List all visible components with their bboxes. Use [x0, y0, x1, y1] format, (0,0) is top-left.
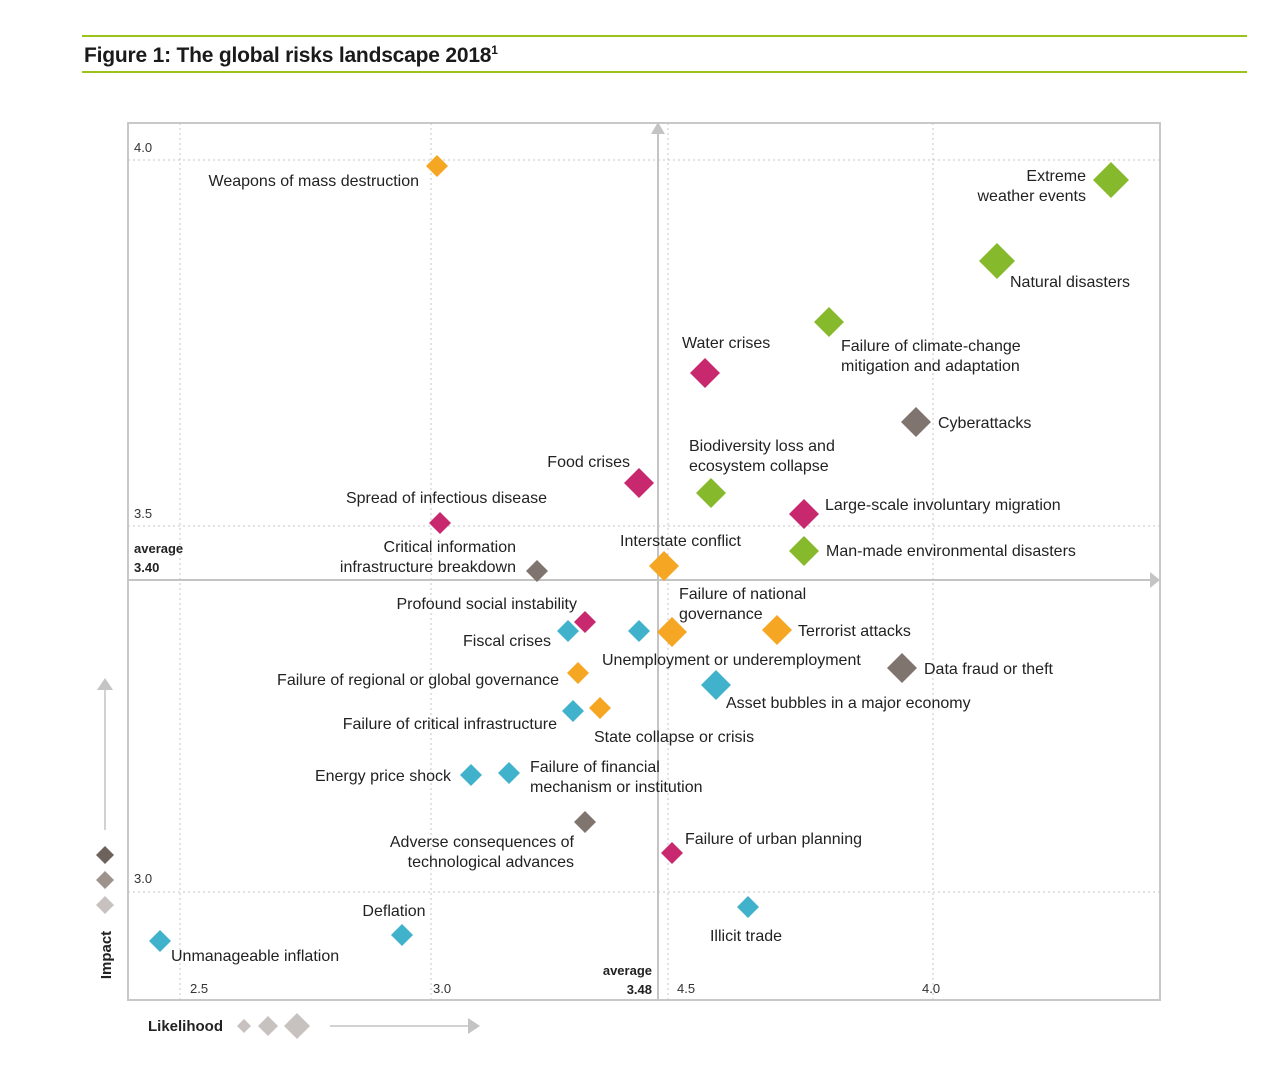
- y-tick-label: 3.5: [134, 506, 152, 521]
- average-y-value: 3.40: [134, 560, 159, 575]
- likelihood-size-legend-diamond: [237, 1019, 251, 1033]
- risk-label: Profound social instability: [396, 596, 577, 613]
- impact-size-legend-diamond: [96, 871, 114, 889]
- risk-marker-environmental: [789, 536, 819, 566]
- risk-label: Illicit trade: [710, 928, 782, 945]
- risk-label: Water crises: [682, 335, 770, 352]
- likelihood-arrow-head: [468, 1018, 480, 1034]
- risk-label: Unemployment or underemployment: [602, 652, 861, 669]
- risk-label: Failure of national: [679, 586, 806, 603]
- risk-marker-geopolitical: [649, 551, 679, 581]
- risk-label: Asset bubbles in a major economy: [726, 695, 971, 712]
- risk-marker-economic: [562, 700, 584, 722]
- risk-label: Energy price shock: [315, 768, 452, 785]
- risk-label: Fiscal crises: [463, 633, 551, 650]
- risk-label: Natural disasters: [1010, 274, 1130, 291]
- risk-label: Data fraud or theft: [924, 661, 1054, 678]
- risk-marker-economic: [460, 764, 482, 786]
- risk-label: State collapse or crisis: [594, 729, 754, 746]
- risk-label: mitigation and adaptation: [841, 358, 1020, 375]
- average-x-label: average: [603, 963, 652, 978]
- risk-label: Failure of urban planning: [685, 831, 862, 848]
- likelihood-size-legend-diamond: [284, 1013, 310, 1039]
- risk-label: Unmanageable inflation: [171, 948, 339, 965]
- impact-arrow-head: [97, 678, 113, 690]
- risk-marker-environmental: [696, 478, 726, 508]
- risk-marker-environmental: [979, 243, 1015, 279]
- risk-marker-geopolitical: [589, 697, 611, 719]
- figure-title-bar: Figure 1: The global risks landscape 201…: [82, 35, 1247, 73]
- risk-marker-environmental: [1093, 162, 1129, 198]
- risk-marker-societal: [624, 468, 654, 498]
- average-y-label: average: [134, 541, 183, 556]
- plot-frame: [127, 122, 1161, 1001]
- y-axis-title: Impact: [98, 931, 115, 979]
- risk-label: infrastructure breakdown: [340, 559, 516, 576]
- risk-marker-geopolitical: [426, 155, 448, 177]
- average-x-value: 3.48: [627, 982, 652, 997]
- figure-title: Figure 1: The global risks landscape 201…: [84, 43, 498, 68]
- risk-label: Large-scale involuntary migration: [825, 497, 1061, 514]
- risk-marker-economic: [628, 620, 650, 642]
- x-axis-title: Likelihood: [148, 1018, 223, 1035]
- risk-label: governance: [679, 606, 763, 623]
- risk-label: Interstate conflict: [620, 533, 742, 550]
- risk-label: Deflation: [362, 903, 425, 920]
- x-tick-label: 4.0: [922, 981, 940, 996]
- risk-marker-technological: [574, 811, 596, 833]
- risk-label: Adverse consequences of: [390, 834, 575, 851]
- risk-marker-economic: [391, 924, 413, 946]
- likelihood-size-legend-diamond: [258, 1016, 278, 1036]
- risk-label: Man-made environmental disasters: [826, 543, 1076, 560]
- x-tick-label: 3.0: [433, 981, 451, 996]
- y-tick-label: 4.0: [134, 140, 152, 155]
- risk-marker-societal: [690, 358, 720, 388]
- x-tick-label: 4.5: [677, 981, 695, 996]
- risk-label: Failure of financial: [530, 759, 660, 776]
- risk-label: Terrorist attacks: [798, 623, 911, 640]
- impact-size-legend-diamond: [96, 896, 114, 914]
- risk-label: Failure of climate-change: [841, 338, 1021, 355]
- risk-marker-societal: [661, 842, 683, 864]
- risk-label: Biodiversity loss and: [689, 438, 835, 455]
- risk-marker-environmental: [814, 307, 844, 337]
- risk-marker-technological: [526, 560, 548, 582]
- risk-label: Critical information: [384, 539, 516, 556]
- risk-label: ecosystem collapse: [689, 458, 829, 475]
- average-x-arrow: [651, 122, 665, 134]
- risk-label: technological advances: [408, 854, 574, 871]
- risk-label: mechanism or institution: [530, 779, 703, 796]
- risk-label: weather events: [976, 188, 1086, 205]
- risk-marker-geopolitical: [762, 615, 792, 645]
- risk-marker-geopolitical: [657, 617, 687, 647]
- risk-marker-economic: [557, 620, 579, 642]
- y-tick-label: 3.0: [134, 871, 152, 886]
- risk-marker-economic: [701, 670, 731, 700]
- risk-marker-geopolitical: [567, 662, 589, 684]
- risk-label: Cyberattacks: [938, 415, 1031, 432]
- x-tick-label: 2.5: [190, 981, 208, 996]
- figure-title-text: Figure 1: The global risks landscape 201…: [84, 44, 492, 67]
- risk-label: Food crises: [547, 454, 630, 471]
- risk-marker-economic: [737, 896, 759, 918]
- risk-label: Spread of infectious disease: [346, 490, 547, 507]
- risk-marker-societal: [429, 512, 451, 534]
- average-y-arrow: [1150, 572, 1160, 588]
- risk-label: Extreme: [1026, 168, 1086, 185]
- risk-label: Weapons of mass destruction: [209, 173, 419, 190]
- risk-label: Failure of critical infrastructure: [343, 716, 557, 733]
- risk-marker-economic: [498, 762, 520, 784]
- risk-marker-societal: [574, 611, 596, 633]
- risk-marker-technological: [887, 653, 917, 683]
- risk-label: Failure of regional or global governance: [277, 672, 559, 689]
- figure-title-note: 1: [491, 43, 498, 57]
- risk-marker-technological: [901, 407, 931, 437]
- impact-size-legend-diamond: [96, 846, 114, 864]
- risk-marker-economic: [149, 930, 171, 952]
- risk-marker-societal: [789, 499, 819, 529]
